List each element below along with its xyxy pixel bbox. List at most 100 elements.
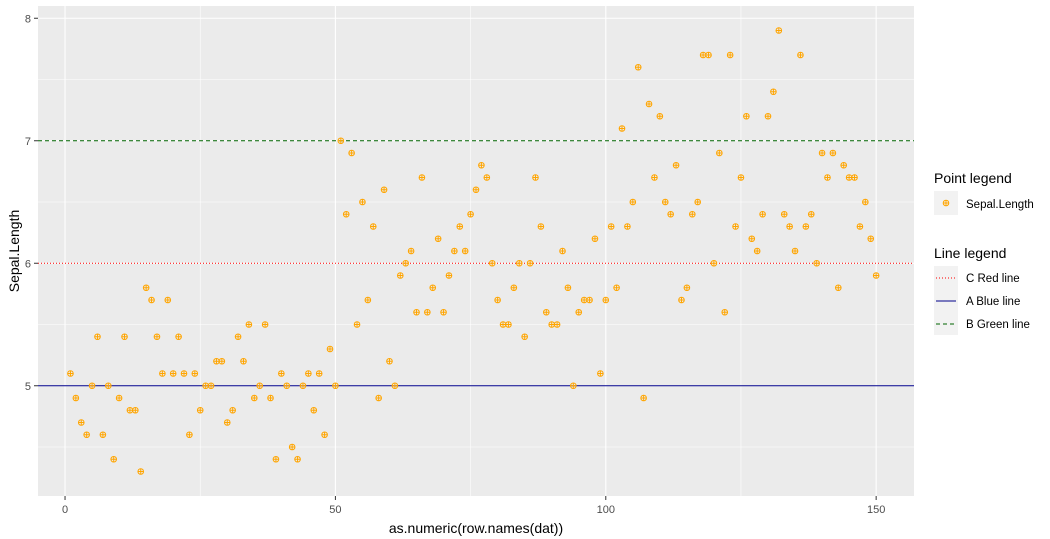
- data-point: [505, 321, 512, 328]
- data-point: [250, 394, 258, 402]
- data-point: [488, 259, 496, 267]
- data-point: [164, 296, 172, 304]
- data-point: [797, 51, 804, 59]
- data-point: [575, 308, 583, 316]
- data-point: [369, 223, 377, 230]
- data-point: [845, 174, 853, 181]
- x-tick-label: 150: [867, 504, 885, 516]
- data-point: [791, 247, 799, 255]
- x-tick-label: 0: [62, 504, 68, 516]
- data-point: [445, 272, 453, 279]
- point-legend-title: Point legend: [934, 170, 1012, 186]
- data-point: [478, 161, 485, 169]
- data-point: [732, 223, 739, 230]
- data-point: [218, 357, 226, 365]
- y-tick-label: 5: [25, 381, 31, 393]
- data-point: [94, 333, 101, 341]
- data-point: [272, 455, 280, 463]
- data-point: [245, 321, 253, 328]
- data-point: [186, 431, 193, 439]
- data-point: [180, 370, 188, 377]
- data-point: [867, 235, 875, 243]
- line-legend: Line legend C Red line A Blue line B Gre…: [934, 245, 1030, 335]
- data-point: [743, 112, 750, 120]
- data-point: [807, 210, 815, 218]
- data-point: [721, 308, 729, 316]
- data-point: [613, 284, 620, 292]
- data-point: [526, 259, 534, 267]
- data-point: [99, 431, 107, 439]
- data-point: [661, 198, 669, 206]
- data-point: [175, 333, 182, 341]
- data-point: [396, 272, 404, 279]
- data-point: [499, 321, 507, 328]
- data-point: [72, 394, 80, 402]
- data-point: [521, 333, 528, 341]
- data-point: [191, 370, 199, 377]
- data-point: [542, 308, 550, 316]
- data-point: [515, 259, 523, 267]
- data-point: [148, 296, 155, 304]
- data-point: [169, 370, 177, 377]
- data-point: [196, 406, 204, 414]
- data-point: [683, 284, 691, 292]
- data-point: [672, 161, 680, 169]
- data-point: [83, 431, 90, 439]
- reference-lines: [38, 140, 914, 387]
- data-point: [342, 210, 350, 218]
- data-point: [759, 210, 766, 218]
- data-point: [413, 308, 420, 316]
- data-point: [634, 63, 642, 71]
- data-point: [467, 210, 474, 218]
- x-tick-label: 100: [597, 504, 615, 516]
- data-point: [407, 247, 415, 255]
- data-point: [624, 223, 631, 230]
- data-point: [472, 186, 480, 194]
- data-point: [559, 247, 566, 255]
- data-point: [851, 174, 858, 181]
- data-point: [705, 51, 712, 59]
- data-point: [299, 382, 307, 390]
- data-point: [710, 259, 718, 267]
- point-legend-key-sepal-length: [942, 199, 950, 207]
- data-point: [321, 431, 328, 439]
- data-point: [456, 223, 464, 230]
- data-point: [548, 321, 556, 328]
- data-point: [418, 174, 426, 181]
- data-point: [770, 88, 777, 96]
- data-point: [121, 333, 128, 341]
- data-point: [267, 394, 274, 402]
- data-point: [564, 284, 572, 292]
- data-point: [726, 51, 734, 59]
- data-point: [483, 174, 491, 181]
- data-point: [88, 382, 96, 390]
- data-point: [656, 112, 664, 120]
- data-point: [688, 210, 696, 218]
- data-point: [856, 223, 864, 230]
- data-point: [391, 382, 399, 390]
- data-point: [716, 149, 723, 157]
- line-legend-label-green: B Green line: [966, 319, 1030, 331]
- data-point: [753, 247, 761, 255]
- data-point: [159, 370, 166, 377]
- data-point: [110, 455, 118, 463]
- data-point: [278, 370, 285, 377]
- data-point: [305, 370, 312, 377]
- data-point: [645, 100, 653, 108]
- point-legend-label-sepal-length: Sepal.Length: [966, 199, 1034, 211]
- data-point: [802, 223, 810, 230]
- data-point: [429, 284, 437, 292]
- data-point: [748, 235, 756, 243]
- data-point: [256, 382, 264, 390]
- data-point: [77, 419, 85, 426]
- data-point: [353, 321, 361, 328]
- x-axis-title: as.numeric(row.names(dat)): [389, 520, 563, 536]
- data-point: [780, 210, 788, 218]
- data-point: [591, 235, 599, 243]
- data-points: [67, 27, 880, 475]
- data-point: [440, 308, 447, 316]
- data-point: [786, 223, 793, 230]
- data-point: [283, 382, 291, 390]
- data-point: [402, 259, 410, 267]
